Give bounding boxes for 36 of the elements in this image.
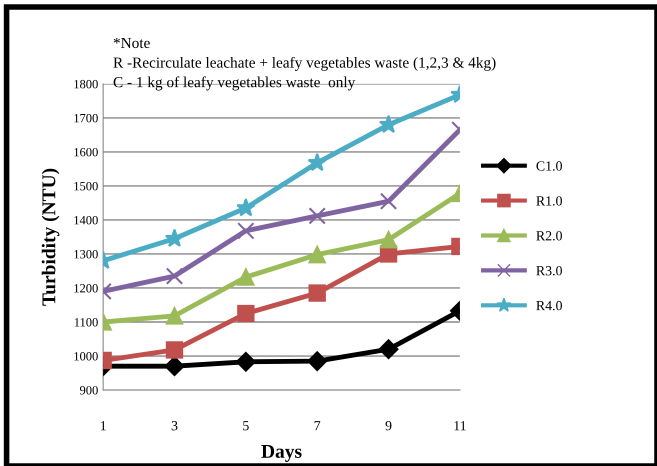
point <box>308 246 326 264</box>
point <box>307 351 328 372</box>
text: *Note <box>114 38 150 48</box>
x-tick-label: 1 <box>100 421 106 430</box>
point <box>236 352 256 372</box>
point <box>308 152 327 172</box>
legend-label: C1.0 <box>536 161 562 171</box>
y-axis-title: Turbidity (NTU) <box>42 168 60 306</box>
legend-label: R4.0 <box>536 300 562 310</box>
point <box>237 222 255 240</box>
x-tick-label: 9 <box>386 421 392 430</box>
x-tick-label: 5 <box>243 421 249 430</box>
y-tick-label: 1700 <box>74 114 98 122</box>
y-tick-label: 1500 <box>74 182 98 190</box>
point <box>308 207 326 225</box>
legend-label: R3.0 <box>536 266 562 276</box>
legend-label: R1.0 <box>536 196 562 206</box>
legend-label: R2.0 <box>536 231 562 241</box>
annotation: C - 1 kg of leafy vegetables waste only <box>114 76 356 90</box>
y-tick-label: 1400 <box>74 216 98 224</box>
text: R -Recirculate leachate + leafy vegetables waste (1,2,3 & 4kg) <box>113 56 496 71</box>
x-axis-title: Days <box>261 445 302 462</box>
x-tick-label: 7 <box>314 421 320 430</box>
y-tick-label: 1000 <box>74 352 98 360</box>
point <box>237 268 255 286</box>
y-tick-label: 900 <box>80 386 98 394</box>
y-tick-label: 1300 <box>74 250 98 258</box>
point <box>308 284 326 302</box>
x-tick-label: 11 <box>454 421 466 430</box>
point <box>237 304 255 322</box>
x-tick-label: 3 <box>172 421 178 430</box>
y-tick-label: 1600 <box>74 148 98 156</box>
y-tick-label: 1100 <box>74 318 98 326</box>
y-tick-label: 1800 <box>74 80 98 88</box>
y-tick-label: 1200 <box>74 284 98 292</box>
point <box>236 198 256 216</box>
